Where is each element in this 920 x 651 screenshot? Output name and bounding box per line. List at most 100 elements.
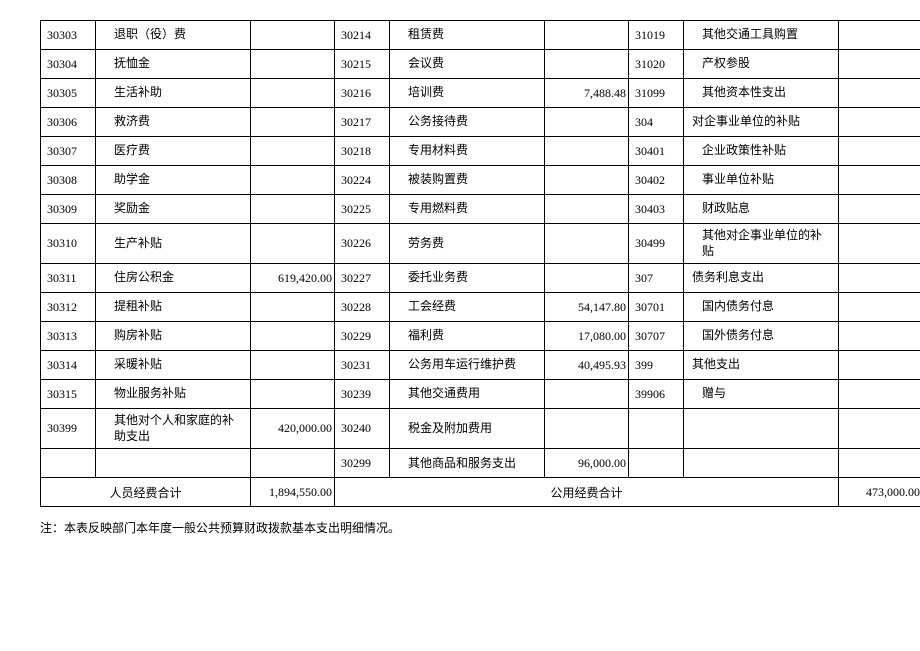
table-row: 30312提租补贴30228工会经费54,147.8030701国内债务付息 [41, 293, 920, 322]
amount-col2: 40,495.93 [545, 351, 629, 380]
code-col3: 39906 [629, 380, 684, 409]
name-col3: 其他资本性支出 [684, 79, 839, 108]
code-col2: 30225 [335, 195, 390, 224]
code-col3: 30707 [629, 322, 684, 351]
amount-col2 [545, 108, 629, 137]
amount-col2 [545, 264, 629, 293]
name-col2: 工会经费 [390, 293, 545, 322]
budget-table-container: 30303退职（役）费30214租赁费31019其他交通工具购置30304抚恤金… [40, 20, 880, 507]
table-row: 30314采暖补贴30231公务用车运行维护费40,495.93399其他支出 [41, 351, 920, 380]
table-row: 30308助学金 30224被装购置费 30402事业单位补贴 [41, 166, 920, 195]
amount-col2 [545, 380, 629, 409]
table-row: 30399其他对个人和家庭的补助支出420,000.0030240税金及附加费用 [41, 409, 920, 449]
code-col3: 307 [629, 264, 684, 293]
code-col2: 30231 [335, 351, 390, 380]
code-col3: 31020 [629, 50, 684, 79]
amount-col1 [251, 449, 335, 478]
total-label-2: 公用经费合计 [335, 478, 839, 507]
amount-col2 [545, 21, 629, 50]
amount-col1 [251, 322, 335, 351]
code-col2: 30218 [335, 137, 390, 166]
name-col3: 事业单位补贴 [684, 166, 839, 195]
amount-col2: 54,147.80 [545, 293, 629, 322]
total-label-1: 人员经费合计 [41, 478, 251, 507]
code-col3: 30499 [629, 224, 684, 264]
code-col2: 30215 [335, 50, 390, 79]
code-col2: 30240 [335, 409, 390, 449]
code-col3: 30402 [629, 166, 684, 195]
name-col2: 被装购置费 [390, 166, 545, 195]
totals-row: 人员经费合计1,894,550.00公用经费合计473,000.00 [41, 478, 920, 507]
amount-col3 [839, 351, 920, 380]
amount-col1 [251, 351, 335, 380]
name-col1: 采暖补贴 [96, 351, 251, 380]
code-col3: 304 [629, 108, 684, 137]
table-row: 30311住房公积金619,420.0030227委托业务费307债务利息支出 [41, 264, 920, 293]
name-col3: 国内债务付息 [684, 293, 839, 322]
name-col1: 助学金 [96, 166, 251, 195]
amount-col2 [545, 50, 629, 79]
name-col1: 退职（役）费 [96, 21, 251, 50]
table-row: 30309奖励金30225专用燃料费30403财政贴息 [41, 195, 920, 224]
amount-col3 [839, 166, 920, 195]
code-col2: 30229 [335, 322, 390, 351]
amount-col1 [251, 108, 335, 137]
table-row: 30303退职（役）费30214租赁费31019其他交通工具购置 [41, 21, 920, 50]
code-col2: 30239 [335, 380, 390, 409]
code-col1: 30399 [41, 409, 96, 449]
name-col3: 财政贴息 [684, 195, 839, 224]
code-col2: 30228 [335, 293, 390, 322]
amount-col1 [251, 195, 335, 224]
name-col3 [684, 409, 839, 449]
amount-col3 [839, 449, 920, 478]
name-col3: 债务利息支出 [684, 264, 839, 293]
name-col3: 对企事业单位的补贴 [684, 108, 839, 137]
code-col1: 30314 [41, 351, 96, 380]
code-col1: 30310 [41, 224, 96, 264]
code-col1: 30315 [41, 380, 96, 409]
code-col3: 31099 [629, 79, 684, 108]
budget-table: 30303退职（役）费30214租赁费31019其他交通工具购置30304抚恤金… [40, 20, 920, 507]
name-col3: 产权参股 [684, 50, 839, 79]
code-col2: 30224 [335, 166, 390, 195]
table-row: 30307医疗费30218专用材料费30401企业政策性补贴 [41, 137, 920, 166]
total-value-1: 1,894,550.00 [251, 478, 335, 507]
code-col1 [41, 449, 96, 478]
amount-col1: 420,000.00 [251, 409, 335, 449]
name-col1: 提租补贴 [96, 293, 251, 322]
amount-col1 [251, 79, 335, 108]
name-col2: 公务接待费 [390, 108, 545, 137]
amount-col1 [251, 380, 335, 409]
amount-col1: 619,420.00 [251, 264, 335, 293]
code-col1: 30307 [41, 137, 96, 166]
name-col1 [96, 449, 251, 478]
amount-col2 [545, 166, 629, 195]
table-row: 30313购房补贴30229福利费17,080.0030707国外债务付息 [41, 322, 920, 351]
amount-col2 [545, 195, 629, 224]
amount-col3 [839, 79, 920, 108]
amount-col3 [839, 322, 920, 351]
name-col1: 医疗费 [96, 137, 251, 166]
code-col1: 30311 [41, 264, 96, 293]
table-row: 30310生产补贴30226劳务费30499其他对企事业单位的补贴 [41, 224, 920, 264]
amount-col3 [839, 108, 920, 137]
name-col2: 专用燃料费 [390, 195, 545, 224]
code-col2: 30226 [335, 224, 390, 264]
name-col3: 企业政策性补贴 [684, 137, 839, 166]
code-col2: 30299 [335, 449, 390, 478]
table-row: 30304抚恤金30215会议费31020产权参股 [41, 50, 920, 79]
table-row: 30305生活补助30216培训费7,488.4831099其他资本性支出 [41, 79, 920, 108]
amount-col2 [545, 409, 629, 449]
amount-col2: 17,080.00 [545, 322, 629, 351]
amount-col3 [839, 380, 920, 409]
code-col1: 30309 [41, 195, 96, 224]
code-col1: 30313 [41, 322, 96, 351]
code-col2: 30227 [335, 264, 390, 293]
name-col1: 生活补助 [96, 79, 251, 108]
code-col1: 30308 [41, 166, 96, 195]
code-col1: 30304 [41, 50, 96, 79]
amount-col3 [839, 409, 920, 449]
name-col2: 委托业务费 [390, 264, 545, 293]
table-row: 30299其他商品和服务支出96,000.00 [41, 449, 920, 478]
name-col2: 培训费 [390, 79, 545, 108]
